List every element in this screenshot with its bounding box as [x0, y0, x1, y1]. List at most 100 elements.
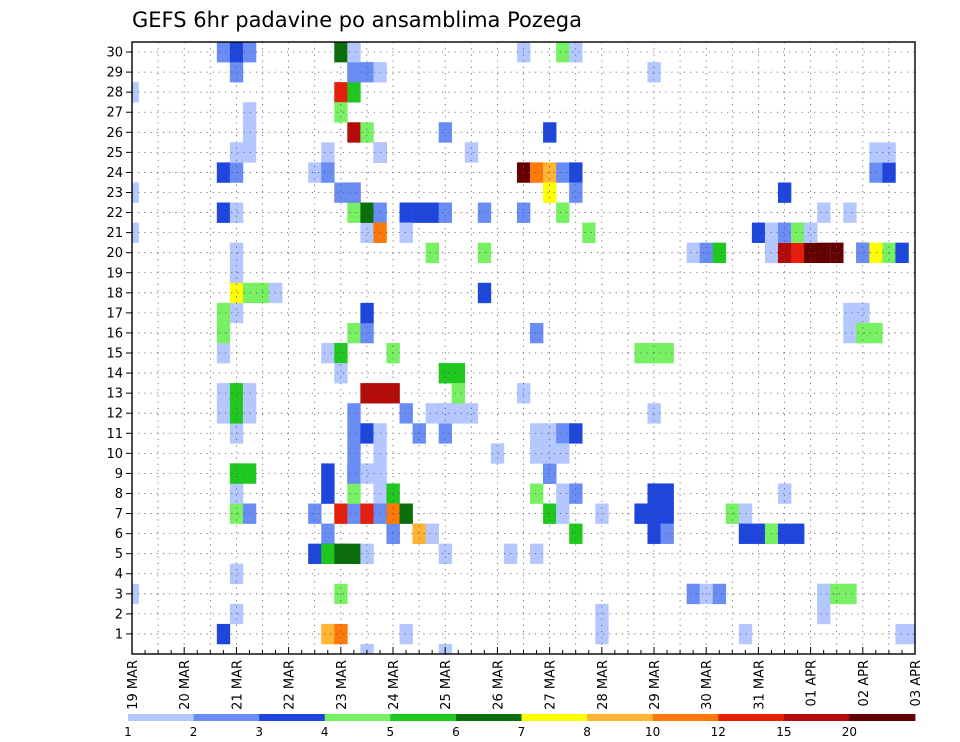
heatmap-cell — [347, 443, 361, 464]
heatmap-cell — [647, 483, 661, 504]
heatmap-cell — [530, 483, 544, 504]
heatmap-cell — [804, 222, 818, 243]
x-tick-label: 24 MAR — [387, 660, 402, 710]
heatmap-cell — [399, 222, 413, 243]
heatmap-cell — [347, 202, 361, 223]
colorbar-segment — [324, 714, 391, 721]
heatmap-cell — [712, 583, 727, 605]
heatmap-cell — [334, 623, 348, 645]
heatmap-cell — [895, 623, 909, 645]
heatmap-cell — [229, 262, 244, 284]
colorbar-segment — [652, 714, 719, 721]
heatmap-cell — [817, 202, 831, 223]
heatmap-cell — [438, 363, 453, 384]
heatmap-cell — [543, 443, 557, 464]
heatmap-cell — [347, 543, 361, 565]
heatmap-cell — [647, 523, 661, 544]
heatmap-cell — [817, 603, 831, 625]
heatmap-cell — [595, 603, 609, 625]
heatmap-cell — [399, 623, 413, 645]
y-tick-label: 16 — [106, 326, 123, 341]
heatmap-cell — [334, 42, 348, 63]
heatmap-cell — [242, 42, 257, 63]
heatmap-cell — [451, 403, 466, 424]
heatmap-cell — [556, 423, 570, 444]
heatmap-cell — [451, 383, 466, 404]
heatmap-cell — [530, 162, 544, 183]
heatmap-cell — [229, 483, 244, 504]
heatmap-cell — [556, 443, 570, 464]
heatmap-cell — [229, 463, 244, 484]
heatmap-cell — [530, 322, 544, 344]
x-tick-label: 01 APR — [805, 660, 820, 706]
colorbar-segment — [718, 714, 785, 721]
heatmap-cell — [738, 623, 753, 645]
x-tick-label: 31 MAR — [752, 660, 767, 710]
heatmap-cell — [229, 383, 244, 404]
x-tick-label: 19 MAR — [126, 660, 141, 710]
heatmap-cell — [216, 162, 231, 183]
heatmap-cell — [464, 142, 479, 163]
x-tick-label: 30 MAR — [700, 660, 715, 710]
heatmap-cell — [582, 222, 596, 243]
colorbar-label: 6 — [452, 725, 460, 739]
heatmap-cell — [595, 623, 609, 645]
heatmap-cell — [347, 62, 361, 83]
heatmap-cell — [569, 182, 583, 203]
heatmap-cell — [843, 583, 857, 605]
heatmap-cell — [229, 302, 244, 324]
heatmap-cell — [242, 122, 257, 143]
x-tick-label: 22 MAR — [283, 660, 298, 710]
heatmap-cell — [647, 403, 661, 424]
heatmap-cell — [556, 202, 570, 223]
colorbar-label: 12 — [711, 725, 726, 739]
y-tick-label: 23 — [106, 186, 123, 201]
heatmap-cell — [660, 523, 674, 544]
colorbar-segment — [783, 714, 850, 721]
heatmap-cell — [229, 142, 244, 163]
heatmap-cell — [347, 322, 361, 344]
heatmap-cell — [777, 222, 792, 243]
heatmap-cell — [490, 443, 505, 464]
y-tick-label: 21 — [106, 226, 123, 241]
heatmap-cell — [569, 523, 583, 544]
y-tick-label: 20 — [106, 246, 123, 261]
heatmap-cell — [347, 403, 361, 424]
heatmap-cell — [242, 403, 257, 424]
heatmap-cell — [347, 182, 361, 203]
y-tick-label: 25 — [106, 146, 123, 161]
y-tick-label: 3 — [115, 587, 123, 602]
y-tick-label: 22 — [106, 206, 123, 221]
heatmap-cell — [347, 503, 361, 524]
x-axis: 19 MAR 20 MAR 21 MAR 22 MAR 23 MAR 24 MAR 25 M… — [126, 647, 924, 710]
colorbar-label: 15 — [776, 725, 791, 739]
y-tick-label: 24 — [106, 166, 123, 181]
colorbar-label: 7 — [518, 725, 526, 739]
heatmap-cell — [686, 583, 700, 605]
y-tick-label: 4 — [115, 567, 123, 582]
heatmap-cell — [216, 202, 231, 223]
colorbar-label: 5 — [387, 725, 395, 739]
colorbar-segment — [849, 714, 916, 721]
heatmap-cell — [856, 302, 870, 324]
colorbar-segment — [259, 714, 326, 721]
heatmap-cell — [843, 322, 857, 344]
y-tick-label: 15 — [106, 347, 123, 362]
heatmap-cell — [360, 383, 374, 404]
heatmap-cell — [216, 302, 231, 324]
heatmap-cell — [438, 122, 453, 143]
colorbar-label: 3 — [255, 725, 263, 739]
heatmap-cell — [334, 102, 348, 123]
heatmap-cell — [686, 242, 700, 264]
heatmap-cell — [425, 403, 439, 424]
colorbar-label: 20 — [842, 725, 857, 739]
heatmap-cell — [556, 483, 570, 504]
colorbar-segment — [390, 714, 457, 721]
heatmap-cell — [843, 302, 857, 324]
heatmap-cell — [399, 403, 413, 424]
heatmap-cell — [360, 302, 374, 324]
heatmap-cell — [360, 543, 374, 565]
heatmap-cell — [556, 503, 570, 524]
heatmap-cell — [321, 543, 335, 565]
